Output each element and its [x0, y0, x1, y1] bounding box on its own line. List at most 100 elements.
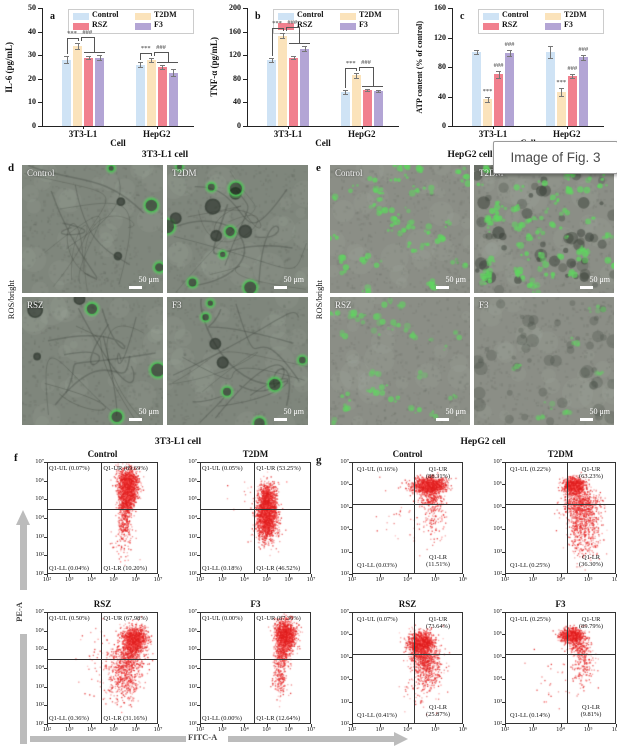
error-cap [353, 72, 359, 74]
x-tick [156, 126, 158, 129]
ros-bright-label: ROS/bright [6, 280, 16, 320]
x-tick [69, 574, 71, 577]
x-tick [588, 574, 590, 577]
y-tick-label: 160 [229, 26, 241, 36]
scale-bar [580, 286, 593, 289]
figure-caption-overlay[interactable]: Image of Fig. 3 [493, 141, 617, 174]
flow-plot-f-control: Q1-UL (0.07%) Q1-UR (89.69%) Q1-LL (0.04%)… [47, 462, 158, 574]
error-cap [342, 93, 348, 95]
y-tick [197, 724, 200, 725]
x-tick-label: 10⁴ [87, 576, 96, 583]
y-tick [38, 31, 42, 33]
y-tick-label: 10 [28, 97, 36, 107]
quadrant-divider-v [254, 463, 256, 573]
x-tick-label: 10³ [528, 576, 537, 583]
flow-plot-title-control: Control [87, 449, 118, 459]
fitc-a-axis-label: FITC-A [188, 732, 218, 742]
scale-bar-label: 50 μm [283, 407, 304, 416]
bar-rsz-hepg2 [567, 75, 577, 126]
x-tick-label: 10⁴ [240, 726, 249, 733]
bar-chart-panel-b: TNF-α (pg/mL) 0 40 80 120 160 200 b Control T2DM R… [207, 0, 412, 150]
legend-label-rsz: RSZ [502, 20, 518, 29]
y-tick-label: 10⁷ [188, 608, 197, 615]
sig-bracket [345, 67, 357, 69]
x-tick-label: 10³ [528, 726, 537, 733]
y-tick-label: 10⁵ [35, 495, 44, 503]
y-tick [44, 668, 47, 669]
y-tick [502, 679, 505, 681]
bar-control-hepg2 [135, 64, 145, 126]
x-tick [158, 724, 159, 727]
x-tick-label: 10⁵ [583, 576, 593, 583]
bar-chart-panel-a: IL-6 (pg/mL) 0 10 20 30 40 50 a Control T2DM RSZ F3… [2, 0, 207, 150]
x-tick [505, 724, 506, 727]
y-tick [44, 480, 47, 482]
y-tick-label: 10⁷ [493, 458, 502, 465]
quadrant-label-ll: Q1-LL (0.18%) [202, 565, 242, 572]
x-tick-label: 10² [500, 726, 510, 733]
x-tick-label: 10² [347, 726, 357, 733]
scale-bar-label: 50 μm [445, 407, 466, 416]
micro-section-title-e: HepG2 cell [447, 150, 493, 160]
sig-bracket [151, 52, 153, 56]
sig-label: *** [482, 87, 493, 95]
y-axis-title: ATP content (% of control) [412, 8, 426, 126]
x-tick [113, 724, 115, 727]
x-tick-label: 10⁵ [262, 726, 271, 733]
micro-image-label: F3 [479, 300, 489, 310]
legend-label-f3: F3 [359, 20, 368, 29]
micro-image-e-t2dm: T2DM 50 μm [474, 165, 614, 293]
y-tick [38, 8, 42, 9]
y-tick [44, 705, 47, 707]
error-cap [148, 62, 154, 64]
x-tick-label: 3T3-L1 [478, 129, 508, 139]
micro-image-label: RSZ [27, 300, 44, 310]
x-tick-label: 10⁵ [430, 726, 440, 733]
sig-bracket [167, 51, 169, 62]
error-cap [75, 42, 81, 44]
panel-letter-e: e [316, 162, 321, 174]
sig-bracket [359, 66, 373, 68]
y-tick [44, 649, 47, 651]
error-bar [77, 42, 79, 49]
error-bar [162, 64, 164, 70]
x-tick [91, 724, 93, 727]
y-tick [197, 536, 200, 538]
y-tick [197, 686, 200, 688]
x-tick-label: 10⁵ [109, 576, 118, 583]
flow-plot-title-t2dm: T2DM [547, 449, 574, 459]
quadrant-divider-v [254, 613, 256, 723]
y-tick [197, 630, 200, 632]
x-tick [135, 724, 137, 727]
y-tick-label: 10⁵ [188, 645, 197, 653]
y-tick [197, 499, 200, 501]
y-tick-label: 10⁶ [35, 626, 44, 634]
y-tick-label: 120 [229, 50, 241, 60]
x-tick-label: 10⁶ [611, 726, 617, 733]
sig-label: ### [287, 19, 298, 27]
y-tick [197, 480, 200, 482]
x-tick [47, 574, 48, 577]
quadrant-divider-h [48, 659, 157, 661]
y-tick-label: 10² [35, 551, 44, 559]
x-tick [379, 574, 381, 577]
y-tick [197, 705, 200, 707]
error-cap [558, 95, 564, 97]
y-tick-label: 80 [438, 62, 446, 71]
y-tick-label: 10⁵ [493, 502, 502, 510]
scale-bar-label: 50 μm [138, 407, 159, 416]
x-tick-label: 3T3-L1 [273, 129, 303, 139]
x-tick-label: 10³ [64, 576, 74, 583]
y-tick-label: 10³ [188, 532, 197, 540]
sig-bracket [80, 36, 95, 38]
scatter-dots-canvas [353, 613, 462, 723]
quadrant-label-ul: Q1-UL (0.07%) [357, 616, 398, 623]
x-tick [493, 126, 495, 129]
flow-plot-g-t2dm: Q1-UL (0.22%) Q1-UR (63.23%) Q1-LL (0.25%)… [505, 462, 616, 574]
y-tick [448, 67, 452, 68]
bar-t2dm-3t3-l1 [483, 99, 493, 126]
y-axis-title-text: TNF-α (pg/mL) [209, 37, 219, 97]
sig-label: *** [556, 79, 567, 87]
error-cap [353, 77, 359, 79]
error-cap [75, 48, 81, 50]
